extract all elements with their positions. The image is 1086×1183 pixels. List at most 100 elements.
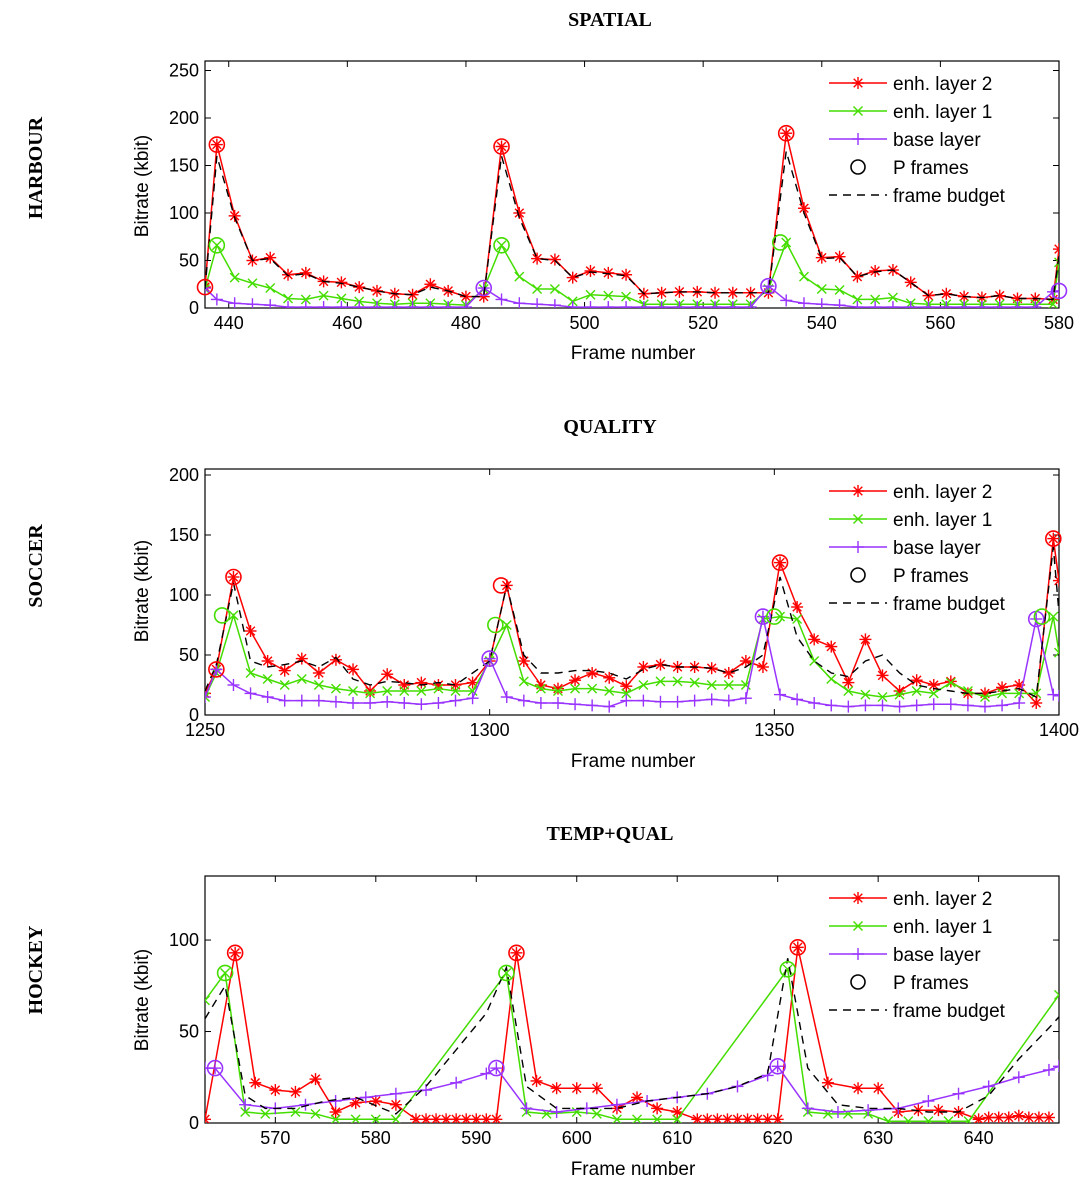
marker-stroke — [220, 967, 231, 978]
data-point — [299, 1098, 312, 1111]
marker-stroke — [330, 1107, 341, 1117]
p-frame-marker — [492, 577, 510, 594]
y-axis-label: Bitrate (kbit) — [132, 949, 153, 1051]
data-point — [569, 674, 582, 687]
marker-stroke — [348, 686, 359, 696]
y-tick-label: 50 — [179, 645, 199, 665]
marker-stroke — [461, 1114, 472, 1123]
data-point — [442, 301, 455, 308]
x-tick-label: 1400 — [1039, 720, 1079, 740]
data-point — [495, 293, 508, 306]
marker-stroke — [391, 1099, 401, 1110]
marker-stroke — [587, 668, 597, 678]
data-point — [312, 667, 325, 679]
marker-stroke — [603, 268, 614, 278]
data-point — [353, 301, 366, 308]
data-point — [459, 290, 472, 303]
data-point — [329, 695, 342, 708]
marker-stroke — [723, 668, 734, 678]
data-point — [851, 301, 864, 308]
data-point — [246, 298, 259, 308]
marker-stroke — [853, 106, 863, 116]
p-frame-marker — [493, 138, 510, 155]
data-point — [584, 301, 597, 308]
marker-stroke — [799, 203, 809, 214]
marker-stroke — [604, 686, 615, 696]
marker-stroke — [852, 294, 863, 305]
legend-label: frame budget — [893, 594, 1006, 615]
data-point — [1012, 1109, 1025, 1122]
marker-stroke — [775, 557, 785, 568]
data-point — [432, 697, 445, 709]
marker-stroke — [245, 626, 256, 636]
data-point — [982, 1080, 995, 1093]
series-layer — [205, 127, 1059, 308]
marker-stroke — [655, 659, 666, 670]
p-frame-marker — [213, 607, 231, 624]
marker-stroke — [205, 288, 210, 294]
data-point — [591, 1108, 602, 1119]
data-point — [309, 1073, 322, 1086]
marker-stroke — [603, 290, 614, 301]
data-point — [228, 209, 241, 222]
marker-stroke — [1054, 257, 1059, 264]
data-point — [210, 138, 223, 151]
marker-stroke — [279, 680, 290, 690]
x-tick-label: 440 — [214, 313, 244, 333]
data-point — [299, 301, 312, 308]
data-point — [815, 251, 828, 264]
marker-stroke — [710, 288, 720, 298]
data-point — [570, 683, 581, 694]
marker-stroke — [1054, 647, 1059, 654]
marker-stroke — [491, 1114, 502, 1123]
data-point — [637, 661, 650, 673]
data-point — [335, 301, 348, 308]
data-point — [265, 283, 276, 294]
data-point — [501, 967, 512, 978]
data-point — [430, 1113, 443, 1123]
y-axis-label: Bitrate (kbit) — [132, 135, 153, 237]
marker-stroke — [816, 252, 827, 263]
marker-stroke — [792, 602, 802, 612]
marker-stroke — [781, 237, 792, 248]
data-point — [586, 667, 599, 679]
marker-stroke — [411, 1114, 421, 1123]
data-point — [632, 1114, 643, 1123]
data-point — [518, 676, 529, 687]
data-point — [1053, 574, 1059, 587]
data-point — [336, 293, 347, 304]
legend-marker — [852, 133, 864, 145]
p-frame-marker — [766, 608, 783, 625]
legend-label: enh. layer 2 — [893, 482, 992, 503]
data-point — [651, 1102, 664, 1115]
data-point — [282, 268, 295, 281]
marker-stroke — [1054, 261, 1059, 268]
data-point — [621, 291, 632, 302]
y-tick-label: 150 — [169, 156, 199, 176]
marker-stroke — [250, 1077, 261, 1088]
series-line-enh-layer-2 — [205, 538, 1059, 705]
marker-stroke — [945, 1116, 954, 1123]
marker-stroke — [1054, 993, 1059, 1000]
marker-stroke — [350, 1098, 361, 1108]
data-point — [721, 1113, 734, 1123]
marker-stroke — [336, 277, 347, 288]
data-point — [211, 240, 222, 251]
data-point — [551, 697, 564, 709]
data-point — [1030, 697, 1043, 709]
y-tick-label: 200 — [169, 108, 199, 128]
data-point — [672, 1114, 683, 1123]
data-point — [415, 676, 428, 689]
marker-stroke — [205, 696, 210, 702]
data-point — [671, 695, 684, 708]
marker-stroke — [741, 656, 751, 666]
data-point — [490, 1113, 503, 1123]
data-point — [852, 1082, 865, 1095]
marker-stroke — [1048, 533, 1059, 544]
marker-stroke — [621, 688, 632, 699]
marker-stroke — [809, 634, 819, 645]
marker-stroke — [262, 674, 273, 684]
data-point — [726, 301, 739, 308]
data-point — [940, 301, 953, 308]
marker-stroke — [471, 1114, 482, 1123]
